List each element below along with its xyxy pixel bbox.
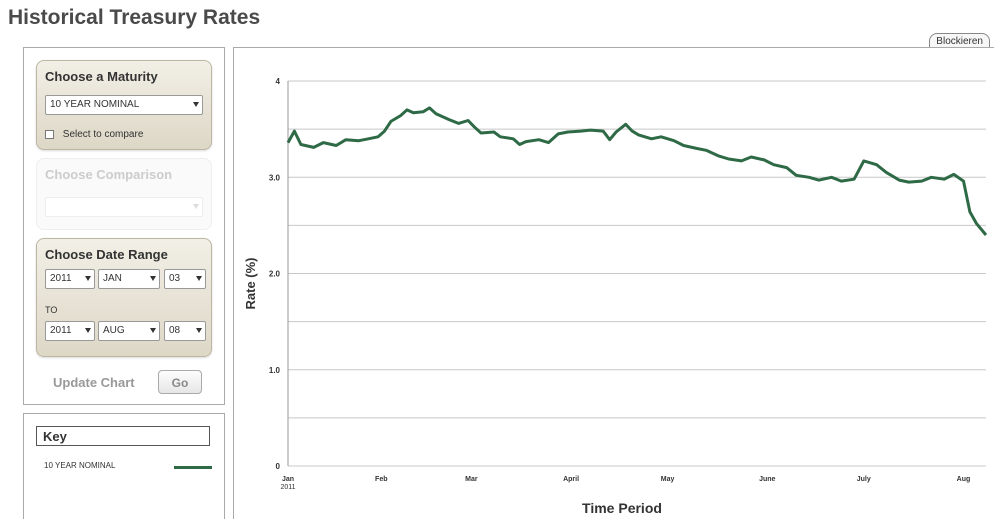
- to-label: TO: [45, 305, 58, 315]
- maturity-title: Choose a Maturity: [45, 69, 158, 84]
- compare-checkbox[interactable]: [45, 129, 54, 139]
- x-tick-label: April: [563, 476, 579, 483]
- key-series-label: 10 YEAR NOMINAL: [44, 461, 116, 470]
- y-tick-label: 0: [276, 462, 281, 471]
- compare-checkbox-row[interactable]: Select to compare: [45, 129, 143, 140]
- compare-label: Select to compare: [62, 129, 144, 140]
- to-day-select[interactable]: 08: [164, 321, 206, 341]
- key-series-swatch: [174, 466, 212, 469]
- x-tick-label: July: [857, 476, 871, 483]
- from-day-value: 03: [169, 273, 181, 284]
- from-month-select[interactable]: JAN: [98, 269, 160, 289]
- chevron-down-icon: [196, 276, 202, 281]
- date-range-title: Choose Date Range: [45, 247, 168, 262]
- date-range-panel: Choose Date Range 2011 JAN 03 TO 2011 AU…: [36, 238, 212, 357]
- from-month-value: JAN: [103, 273, 122, 284]
- to-month-value: AUG: [103, 325, 125, 336]
- x-tick-label: Feb: [375, 476, 387, 483]
- chevron-down-icon: [196, 328, 202, 333]
- to-year-value: 2011: [50, 325, 72, 336]
- chevron-down-icon: [193, 204, 199, 209]
- maturity-panel: Choose a Maturity 10 YEAR NOMINAL Select…: [36, 60, 212, 150]
- chart-frame: 0 1.0 2.0 3.0 4 Jan Feb Mar April May June July Aug 2…: [233, 47, 994, 519]
- chevron-down-icon: [150, 276, 156, 281]
- x-axis-label: Time Period: [582, 500, 662, 516]
- x-tick-label: Jan: [282, 476, 294, 483]
- comparison-panel: Choose Comparison: [36, 158, 212, 230]
- key-panel: Key 10 YEAR NOMINAL: [23, 413, 225, 519]
- x-tick-label: May: [661, 476, 675, 483]
- page-title: Historical Treasury Rates: [8, 6, 261, 29]
- treasury-rate-chart: 0 1.0 2.0 3.0 4 Jan Feb Mar April May June July Aug 2…: [243, 77, 988, 516]
- to-day-value: 08: [169, 325, 181, 336]
- comparison-title: Choose Comparison: [45, 167, 173, 182]
- update-chart-label: Update Chart: [53, 375, 135, 390]
- go-button[interactable]: Go: [158, 370, 202, 394]
- maturity-select-value: 10 YEAR NOMINAL: [50, 99, 140, 110]
- chevron-down-icon: [85, 328, 91, 333]
- to-month-select[interactable]: AUG: [98, 321, 160, 341]
- chevron-down-icon: [150, 328, 156, 333]
- y-tick-label: 4: [276, 77, 281, 86]
- to-year-select[interactable]: 2011: [45, 321, 95, 341]
- series-line-10-year-nominal: [286, 106, 988, 236]
- x-tick-label: Aug: [957, 476, 971, 483]
- key-title: Key: [36, 426, 210, 446]
- y-tick-label: 1.0: [269, 366, 281, 375]
- x-tick-label: Mar: [465, 476, 478, 483]
- from-day-select[interactable]: 03: [164, 269, 206, 289]
- y-tick-label: 2.0: [269, 270, 281, 279]
- x-tick-label: June: [759, 476, 775, 483]
- controls-sidebar: Choose a Maturity 10 YEAR NOMINAL Select…: [23, 47, 225, 405]
- y-axis-label: Rate (%): [243, 257, 258, 309]
- from-year-value: 2011: [50, 273, 72, 284]
- from-year-select[interactable]: 2011: [45, 269, 95, 289]
- maturity-select[interactable]: 10 YEAR NOMINAL: [45, 95, 203, 115]
- y-tick-label: 3.0: [269, 173, 281, 182]
- comparison-select[interactable]: [45, 197, 203, 217]
- x-tick-year-label: 2011: [280, 484, 295, 491]
- chevron-down-icon: [193, 102, 199, 107]
- chevron-down-icon: [85, 276, 91, 281]
